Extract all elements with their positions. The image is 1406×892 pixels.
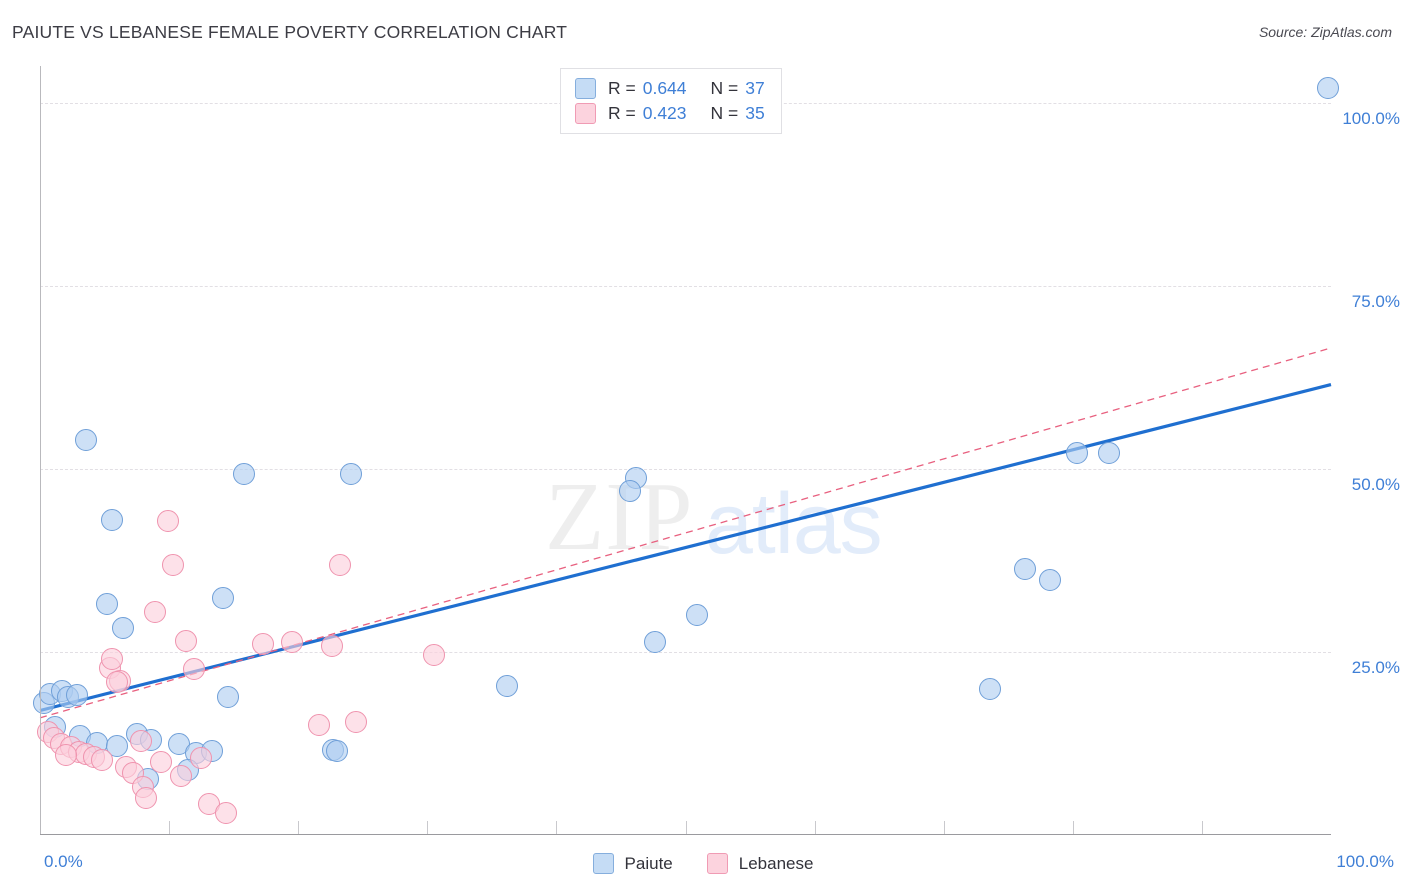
x-axis-tick [169, 821, 171, 835]
x-axis-tick [943, 821, 945, 835]
data-point-paiute[interactable] [1317, 76, 1340, 99]
legend-swatch-paiute [575, 78, 596, 99]
data-point-paiute[interactable] [96, 592, 119, 615]
legend-label-paiute: Paiute [624, 853, 673, 873]
data-point-lebanese[interactable] [190, 747, 213, 770]
data-point-lebanese[interactable] [101, 648, 124, 671]
data-point-paiute[interactable] [232, 462, 255, 485]
x-axis-label-min: 0.0% [44, 852, 83, 871]
data-point-lebanese[interactable] [328, 554, 351, 577]
n-label-lebanese: N = [710, 103, 739, 123]
y-axis-tick-label: 75.0% [1351, 291, 1400, 311]
data-point-lebanese[interactable] [134, 786, 157, 809]
data-point-lebanese[interactable] [156, 509, 179, 532]
data-point-lebanese[interactable] [169, 765, 192, 788]
data-point-lebanese[interactable] [161, 554, 184, 577]
data-point-lebanese[interactable] [106, 670, 129, 693]
n-label-paiute: N = [710, 78, 739, 98]
data-point-paiute[interactable] [643, 631, 666, 654]
gridline [40, 285, 1331, 287]
gridline [40, 651, 1331, 653]
trendlines [39, 347, 1332, 719]
legend-item-lebanese[interactable]: Lebanese [706, 853, 814, 874]
stats-row-paiute: R = 0.644 N = 37 [575, 78, 765, 99]
legend-color-paiute [592, 853, 614, 874]
r-label-lebanese: R = [608, 103, 636, 123]
data-point-paiute[interactable] [66, 684, 89, 707]
x-axis-tick [427, 821, 429, 835]
data-point-lebanese[interactable] [422, 643, 445, 666]
y-axis-tick-label: 100.0% [1342, 108, 1400, 128]
data-point-paiute[interactable] [1097, 441, 1120, 464]
data-point-lebanese[interactable] [150, 751, 173, 774]
data-point-paiute[interactable] [111, 617, 134, 640]
stats-row-lebanese: R = 0.423 N = 35 [575, 103, 765, 124]
x-axis-tick [814, 821, 816, 835]
trendline-paiute [39, 383, 1332, 713]
x-axis-tick [1072, 821, 1074, 835]
x-axis-tick [298, 821, 300, 835]
legend-label-lebanese: Lebanese [738, 853, 814, 873]
data-point-paiute[interactable] [101, 509, 124, 532]
data-point-paiute[interactable] [496, 674, 519, 697]
data-point-lebanese[interactable] [174, 629, 197, 652]
series-legend: Paiute Lebanese [0, 853, 1406, 874]
data-point-paiute[interactable] [217, 685, 240, 708]
legend-color-lebanese [706, 853, 728, 874]
x-axis-tick [556, 821, 558, 835]
data-point-lebanese[interactable] [214, 802, 237, 825]
data-point-lebanese[interactable] [129, 730, 152, 753]
data-point-lebanese[interactable] [90, 749, 113, 772]
legend-item-paiute[interactable]: Paiute [592, 853, 673, 874]
data-point-lebanese[interactable] [345, 711, 368, 734]
data-point-paiute[interactable] [340, 462, 363, 485]
data-point-paiute[interactable] [686, 604, 709, 627]
r-label-paiute: R = [608, 78, 636, 98]
x-axis-tick [685, 821, 687, 835]
trendline-lebanese [39, 347, 1332, 719]
n-value-paiute: 37 [745, 78, 765, 98]
data-point-paiute[interactable] [979, 677, 1002, 700]
data-point-lebanese[interactable] [252, 632, 275, 655]
gridline [40, 468, 1331, 470]
n-value-lebanese: 35 [745, 103, 765, 123]
data-point-paiute[interactable] [1014, 558, 1037, 581]
data-point-paiute[interactable] [1065, 441, 1088, 464]
y-axis-line [40, 66, 41, 835]
y-axis-tick-label: 50.0% [1351, 474, 1400, 494]
data-point-paiute[interactable] [106, 735, 129, 758]
data-point-lebanese[interactable] [320, 635, 343, 658]
data-point-paiute[interactable] [325, 739, 348, 762]
data-point-paiute[interactable] [75, 428, 98, 451]
r-value-lebanese: 0.423 [642, 103, 687, 123]
data-point-paiute[interactable] [212, 587, 235, 610]
page-title: PAIUTE VS LEBANESE FEMALE POVERTY CORREL… [12, 22, 568, 42]
data-point-lebanese[interactable] [182, 658, 205, 681]
data-point-lebanese[interactable] [143, 600, 166, 623]
statistics-legend: R = 0.644 N = 37 R = 0.423 N = 35 [560, 68, 782, 134]
data-point-lebanese[interactable] [280, 631, 303, 654]
x-axis-label-max: 100.0% [1336, 852, 1394, 871]
y-axis-tick-label: 25.0% [1351, 657, 1400, 677]
data-point-paiute[interactable] [618, 479, 641, 502]
r-value-paiute: 0.644 [642, 78, 687, 98]
data-point-lebanese[interactable] [307, 714, 330, 737]
plot-area: ZIP atlas [32, 66, 1340, 835]
legend-swatch-lebanese [575, 103, 596, 124]
data-point-paiute[interactable] [1038, 569, 1061, 592]
source-attribution: Source: ZipAtlas.com [1258, 24, 1392, 40]
x-axis-line [40, 834, 1331, 835]
x-axis-tick [1201, 821, 1203, 835]
data-point-lebanese[interactable] [54, 744, 77, 767]
